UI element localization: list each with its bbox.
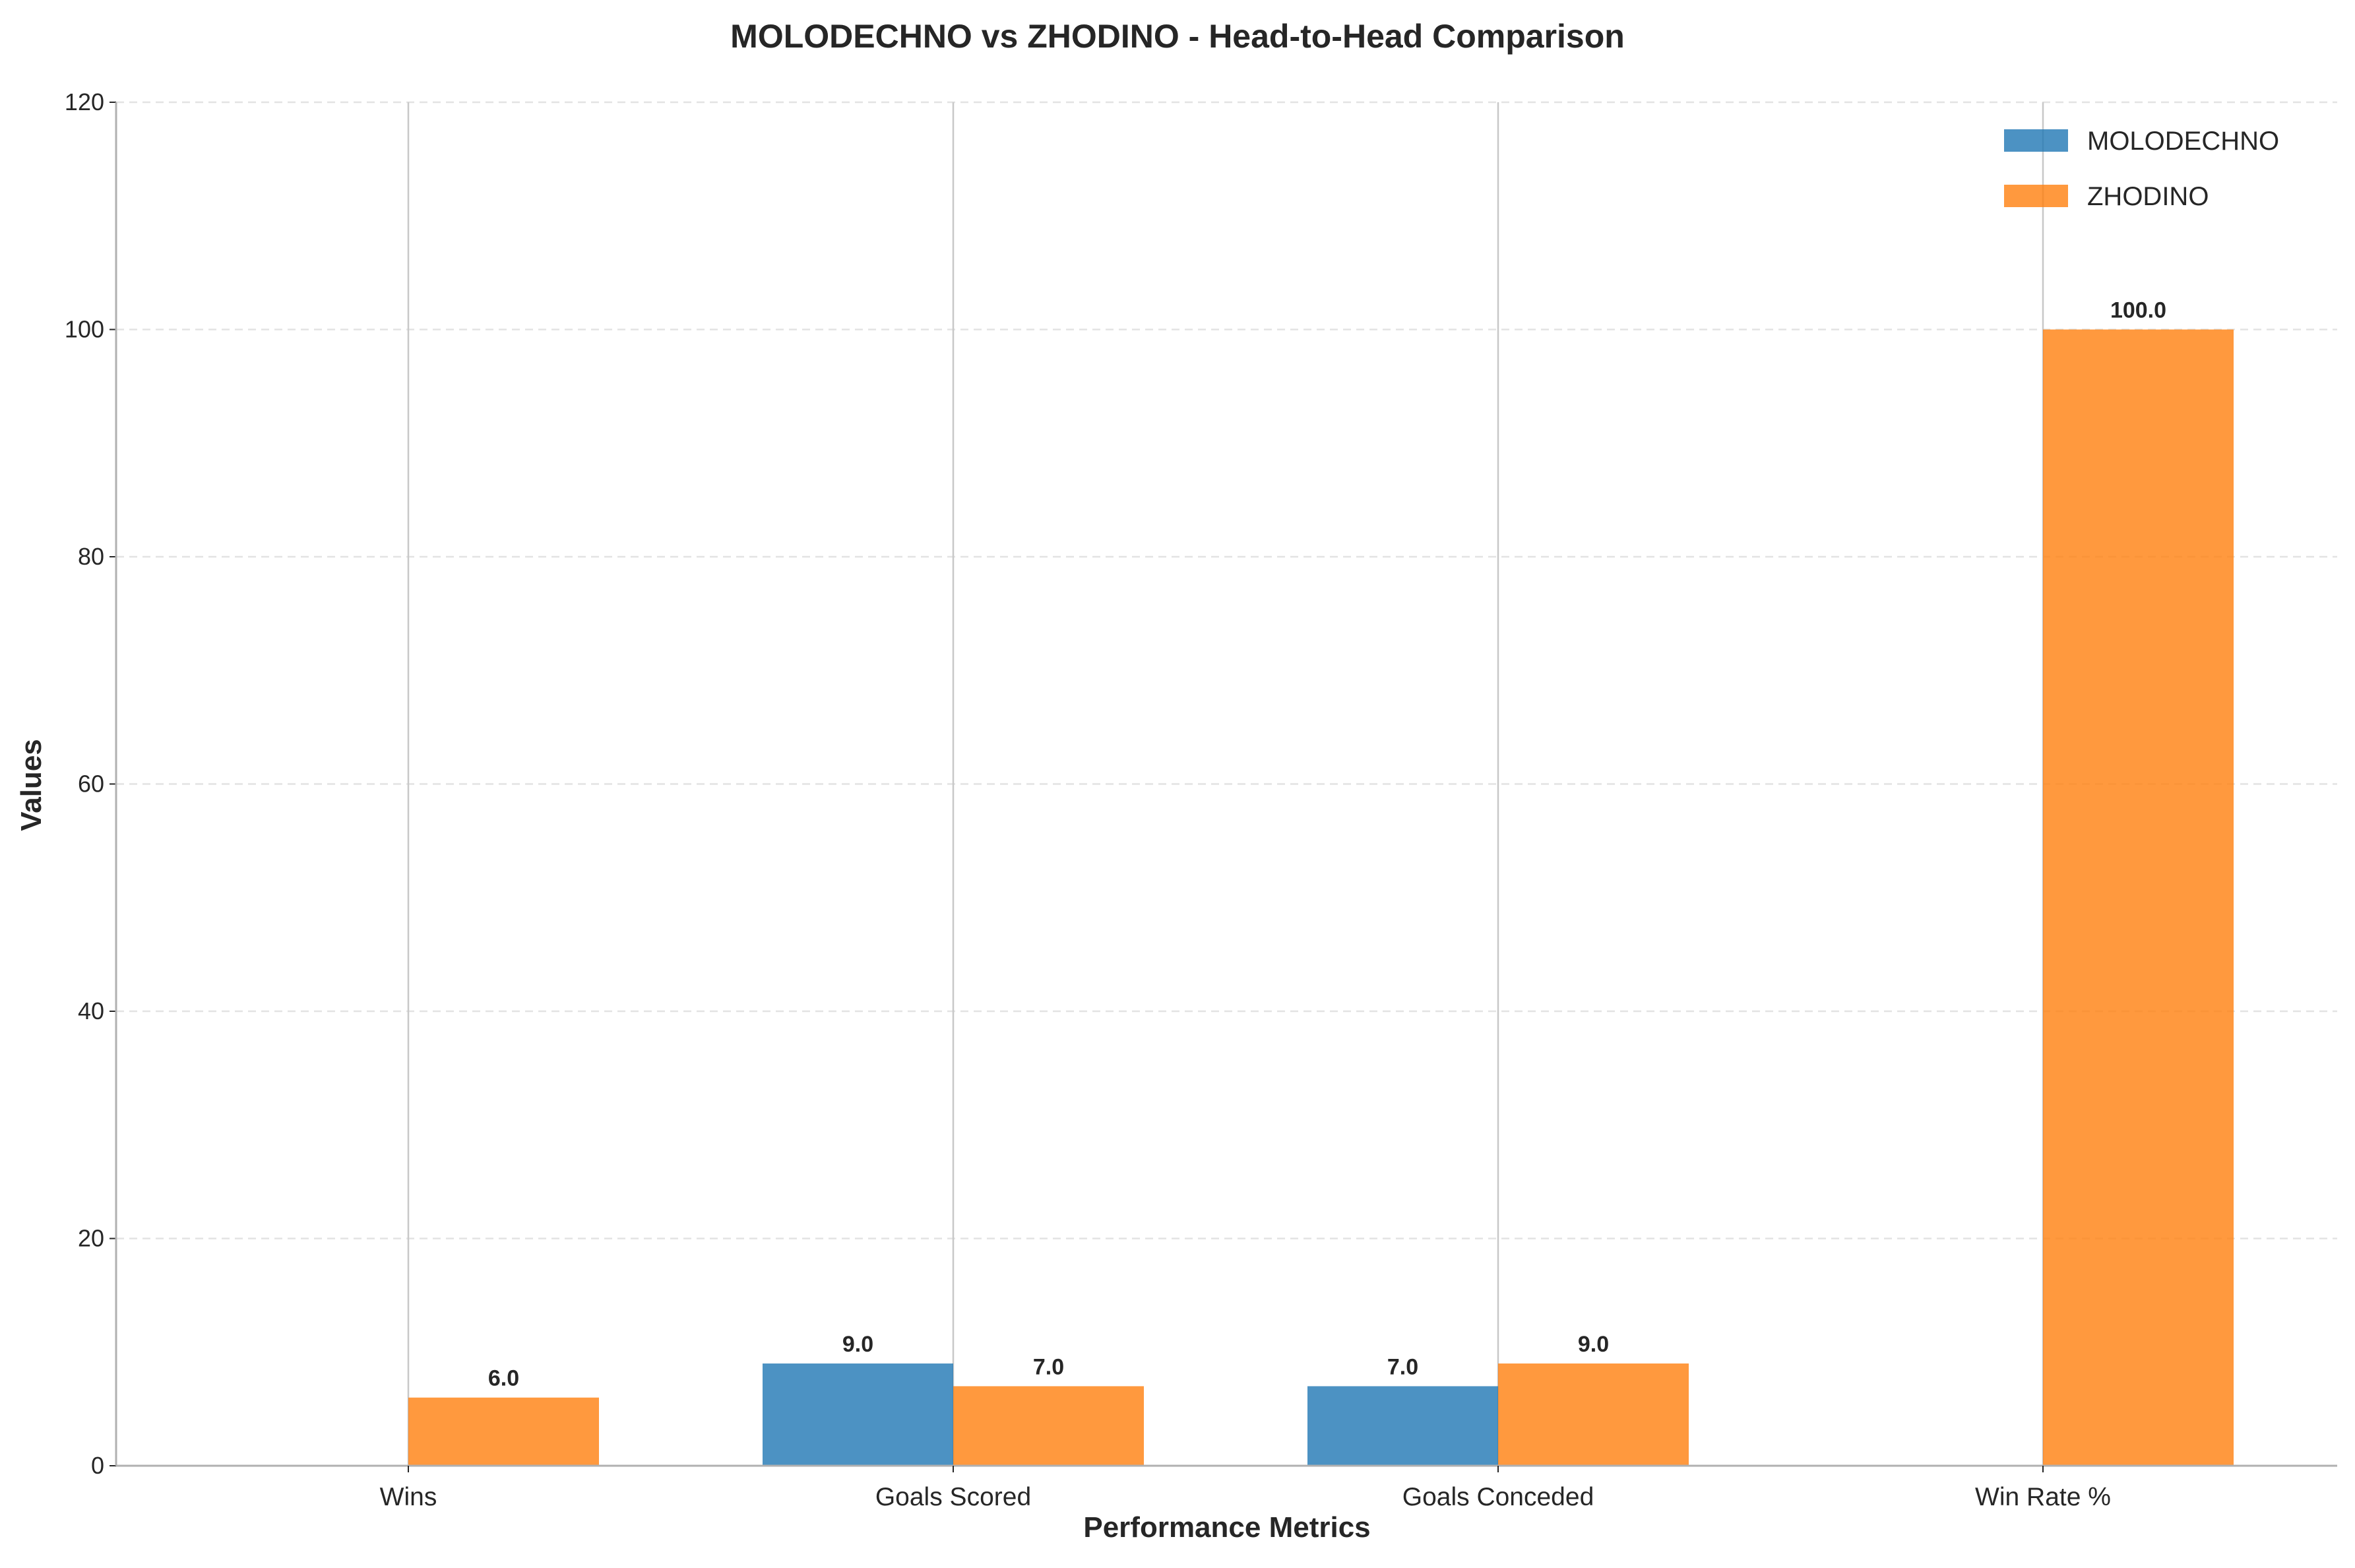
bar-zhodino-goals-scored [953, 1386, 1144, 1466]
y-tick-label: 40 [78, 997, 104, 1024]
x-tick-label: Wins [380, 1483, 437, 1511]
legend-label-zhodino: ZHODINO [2087, 182, 2209, 211]
bar-zhodino-win-rate [2043, 329, 2234, 1466]
x-tick-label: Goals Scored [875, 1483, 1031, 1511]
x-axis-title: Performance Metrics [1083, 1511, 1370, 1544]
data-label: 6.0 [488, 1366, 519, 1391]
legend: MOLODECHNO ZHODINO [2004, 127, 2279, 211]
legend-swatch-molodechno [2004, 129, 2068, 152]
y-tick-label: 120 [65, 88, 104, 115]
data-label: 7.0 [1033, 1354, 1064, 1379]
grid-layer [116, 101, 2337, 1467]
y-tick-label: 100 [65, 316, 104, 343]
chart-title: MOLODECHNO vs ZHODINO - Head-to-Head Com… [730, 18, 1625, 55]
labels-layer: 0 20 40 60 80 100 120 6.0 9.0 7.0 7.0 9.0 100.0 Wins G… [65, 88, 2166, 1511]
y-tick-label: 60 [78, 770, 104, 798]
legend-label-molodechno: MOLODECHNO [2087, 127, 2279, 156]
axes-layer [110, 102, 2337, 1472]
x-tick-label: Win Rate % [1975, 1483, 2111, 1511]
y-tick-label: 0 [91, 1452, 104, 1479]
data-label: 9.0 [1578, 1332, 1609, 1357]
bar-zhodino-wins [408, 1397, 599, 1466]
y-tick-label: 80 [78, 543, 104, 570]
data-label: 100.0 [2110, 298, 2166, 323]
bar-molodechno-goals-conceded [1307, 1386, 1498, 1466]
bar-zhodino-goals-conceded [1498, 1363, 1689, 1466]
y-axis-title: Values [15, 739, 47, 831]
bar-molodechno-goals-scored [763, 1363, 953, 1466]
data-label: 7.0 [1387, 1354, 1418, 1379]
y-tick-label: 20 [78, 1225, 104, 1252]
data-label: 9.0 [842, 1332, 873, 1357]
bars-layer [408, 329, 2234, 1466]
legend-swatch-zhodino [2004, 185, 2068, 207]
x-tick-label: Goals Conceded [1402, 1483, 1594, 1511]
